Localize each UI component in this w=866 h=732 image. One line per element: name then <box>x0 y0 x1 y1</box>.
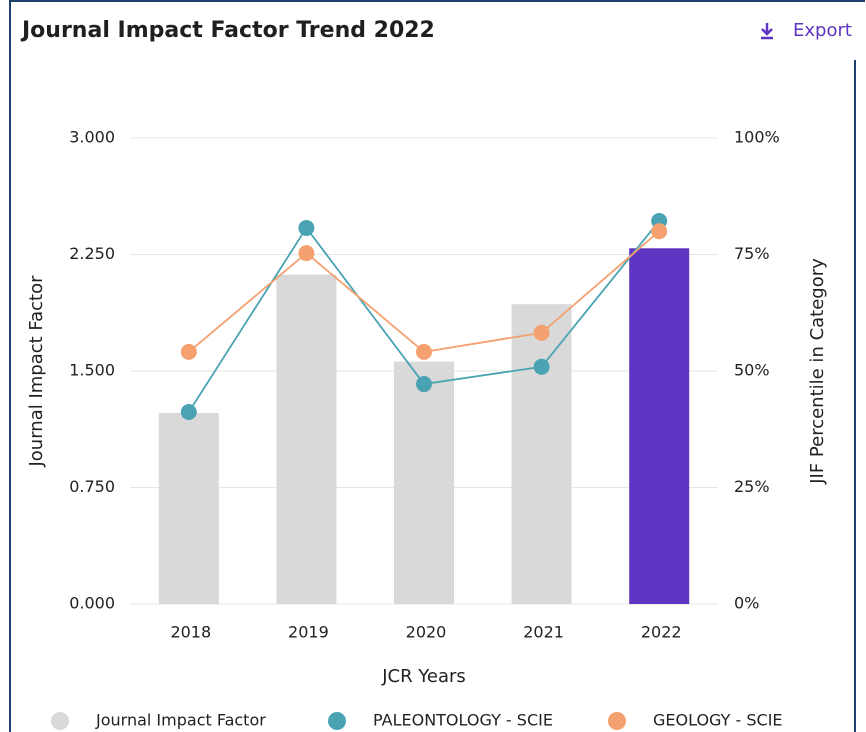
legend-marker <box>608 712 626 730</box>
export-button[interactable]: Export <box>761 20 852 41</box>
y2-tick-label: 50% <box>734 361 770 380</box>
bar <box>394 361 454 604</box>
x-tick-label: 2021 <box>523 623 564 642</box>
legend-label: Journal Impact Factor <box>95 711 266 730</box>
y-tick-label: 3.000 <box>69 128 115 147</box>
legend-marker <box>328 712 346 730</box>
y-tick-label: 2.250 <box>69 244 115 263</box>
export-label[interactable]: Export <box>793 20 852 41</box>
y2-tick-label: 100% <box>734 128 780 147</box>
legend-label: GEOLOGY - SCIE <box>653 711 783 730</box>
point <box>298 245 315 262</box>
bar <box>629 248 690 604</box>
point <box>416 376 432 393</box>
chart-title: Journal Impact Factor Trend 2022 <box>20 18 435 43</box>
x-tick-label: 2018 <box>170 623 211 642</box>
frame <box>9 0 865 732</box>
point <box>298 219 315 236</box>
legend-label: PALEONTOLOGY - SCIE <box>373 711 553 730</box>
y-tick-label: 0.000 <box>69 594 115 613</box>
bar <box>158 412 219 604</box>
point <box>533 358 550 375</box>
bar <box>511 304 572 604</box>
download-icon <box>761 23 773 40</box>
bar <box>276 274 337 604</box>
y-axis-label: Journal Impact Factor <box>26 275 47 468</box>
point <box>651 223 668 240</box>
point <box>416 343 432 360</box>
y-tick-label: 0.750 <box>69 477 115 496</box>
x-tick-label: 2022 <box>641 623 682 642</box>
point <box>180 343 197 360</box>
x-tick-label: 2020 <box>406 623 447 642</box>
y2-tick-label: 0% <box>734 594 759 613</box>
x-axis-label: JCR Years <box>381 666 466 687</box>
y2-tick-label: 25% <box>734 477 770 496</box>
legend-marker <box>51 712 69 730</box>
y2-axis-label: JIF Percentile in Category <box>807 258 828 485</box>
line <box>188 230 660 353</box>
y2-tick-label: 75% <box>734 244 770 263</box>
x-tick-label: 2019 <box>288 623 329 642</box>
y-tick-label: 1.500 <box>69 361 115 380</box>
point <box>180 404 197 421</box>
point <box>533 324 550 341</box>
